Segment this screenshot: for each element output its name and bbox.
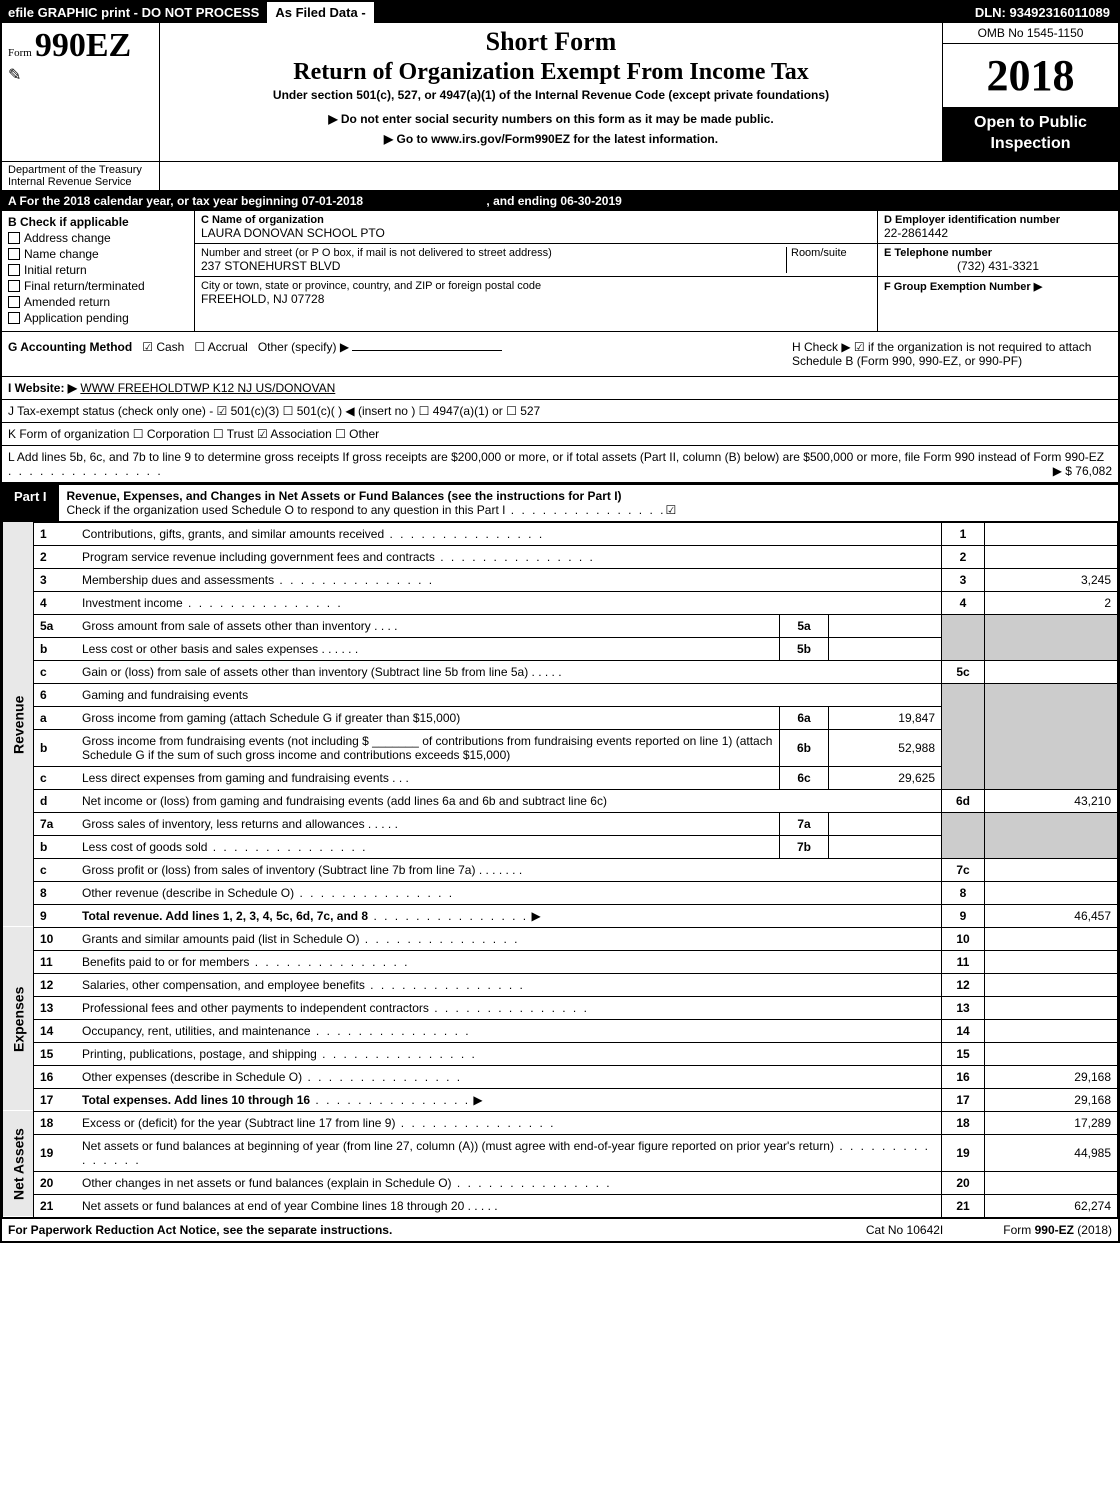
- row-gh: G Accounting Method ☑ Cash ☐ Accrual Oth…: [2, 332, 1118, 377]
- city-label: City or town, state or province, country…: [201, 280, 871, 292]
- g-accrual[interactable]: ☐ Accrual: [194, 340, 247, 354]
- tax-year: 2018: [943, 44, 1118, 107]
- ein-label: D Employer identification number: [884, 214, 1112, 226]
- group-label: F Group Exemption Number ▶: [884, 280, 1112, 293]
- check-pending[interactable]: Application pending: [8, 311, 188, 325]
- check-name[interactable]: Name change: [8, 247, 188, 261]
- i-label: I Website: ▶: [8, 381, 77, 395]
- header-right: OMB No 1545-1150 2018 Open to Public Ins…: [942, 23, 1118, 161]
- tel-label: E Telephone number: [884, 247, 1112, 259]
- footer: For Paperwork Reduction Act Notice, see …: [2, 1218, 1118, 1241]
- expenses-sidebar: Expenses: [3, 927, 34, 1111]
- lines-table: Revenue 1Contributions, gifts, grants, a…: [2, 522, 1118, 1218]
- footer-right: Form 990-EZ (2018): [1003, 1223, 1112, 1237]
- form-number: 990EZ: [35, 27, 131, 64]
- check-address[interactable]: Address change: [8, 231, 188, 245]
- addr-label: Number and street (or P O box, if mail i…: [201, 247, 552, 259]
- top-bar: efile GRAPHIC print - DO NOT PROCESS As …: [2, 2, 1118, 23]
- check-initial[interactable]: Initial return: [8, 263, 188, 277]
- omb-label: OMB No 1545-1150: [943, 23, 1118, 44]
- check-final[interactable]: Final return/terminated: [8, 279, 188, 293]
- header-row: Form 990EZ ✎ Short Form Return of Organi…: [2, 23, 1118, 162]
- col-d: D Employer identification number 22-2861…: [878, 211, 1118, 331]
- warn1: ▶ Do not enter social security numbers o…: [170, 112, 932, 126]
- dln-label: DLN: 93492316011089: [967, 2, 1118, 23]
- open-to-public: Open to Public Inspection: [943, 107, 1118, 161]
- part1-title: Revenue, Expenses, and Changes in Net As…: [59, 485, 685, 521]
- asfiled-label: As Filed Data -: [265, 2, 375, 23]
- part1-header: Part I Revenue, Expenses, and Changes in…: [2, 483, 1118, 522]
- b-label: B Check if applicable: [8, 215, 188, 229]
- form-number-box: Form 990EZ ✎: [2, 23, 160, 161]
- g-label: G Accounting Method: [8, 340, 132, 354]
- col-c: C Name of organization LAURA DONOVAN SCH…: [195, 211, 878, 331]
- revenue-sidebar: Revenue: [3, 522, 34, 927]
- org-name: LAURA DONOVAN SCHOOL PTO: [201, 226, 871, 240]
- part1-checkbox[interactable]: ☑: [665, 503, 676, 517]
- l-text: L Add lines 5b, 6c, and 7b to line 9 to …: [8, 450, 1104, 464]
- form-container: efile GRAPHIC print - DO NOT PROCESS As …: [0, 0, 1120, 1243]
- row-j: J Tax-exempt status (check only one) - ☑…: [2, 400, 1118, 423]
- l-amount: ▶ $ 76,082: [1053, 464, 1112, 478]
- row-i: I Website: ▶ WWW FREEHOLDTWP K12 NJ US/D…: [2, 377, 1118, 400]
- c-name-label: C Name of organization: [201, 214, 871, 226]
- warn2: ▶ Go to www.irs.gov/Form990EZ for the la…: [170, 132, 932, 146]
- org-city: FREEHOLD, NJ 07728: [201, 292, 871, 306]
- g-cash[interactable]: ☑ Cash: [142, 340, 184, 354]
- check-amended[interactable]: Amended return: [8, 295, 188, 309]
- header-title-box: Short Form Return of Organization Exempt…: [160, 23, 942, 161]
- ein-value: 22-2861442: [884, 226, 1112, 240]
- room-label: Room/suite: [786, 247, 871, 273]
- dept-label: Department of the Treasury Internal Reve…: [2, 162, 160, 190]
- footer-mid: Cat No 10642I: [866, 1223, 943, 1237]
- part1-label: Part I: [2, 485, 59, 521]
- section-a-ending: , and ending 06-30-2019: [486, 194, 621, 208]
- section-a-text: A For the 2018 calendar year, or tax yea…: [8, 194, 363, 208]
- website-link[interactable]: WWW FREEHOLDTWP K12 NJ US/DONOVAN: [80, 381, 335, 395]
- return-title: Return of Organization Exempt From Incom…: [170, 59, 932, 86]
- row-l: L Add lines 5b, 6c, and 7b to line 9 to …: [2, 446, 1118, 483]
- col-b: B Check if applicable Address change Nam…: [2, 211, 195, 331]
- info-table: B Check if applicable Address change Nam…: [2, 211, 1118, 332]
- h-text: H Check ▶ ☑ if the organization is not r…: [792, 340, 1112, 368]
- row-k: K Form of organization ☐ Corporation ☐ T…: [2, 423, 1118, 446]
- form-prefix: Form: [8, 47, 32, 59]
- tel-value: (732) 431-3321: [884, 259, 1112, 273]
- efile-label: efile GRAPHIC print - DO NOT PROCESS: [2, 2, 265, 23]
- org-address: 237 STONEHURST BLVD: [201, 259, 786, 273]
- netassets-sidebar: Net Assets: [3, 1111, 34, 1217]
- short-form-label: Short Form: [170, 27, 932, 57]
- footer-left: For Paperwork Reduction Act Notice, see …: [8, 1223, 392, 1237]
- section-a: A For the 2018 calendar year, or tax yea…: [2, 191, 1118, 211]
- g-other[interactable]: Other (specify) ▶: [258, 340, 349, 354]
- subtitle: Under section 501(c), 527, or 4947(a)(1)…: [170, 88, 932, 102]
